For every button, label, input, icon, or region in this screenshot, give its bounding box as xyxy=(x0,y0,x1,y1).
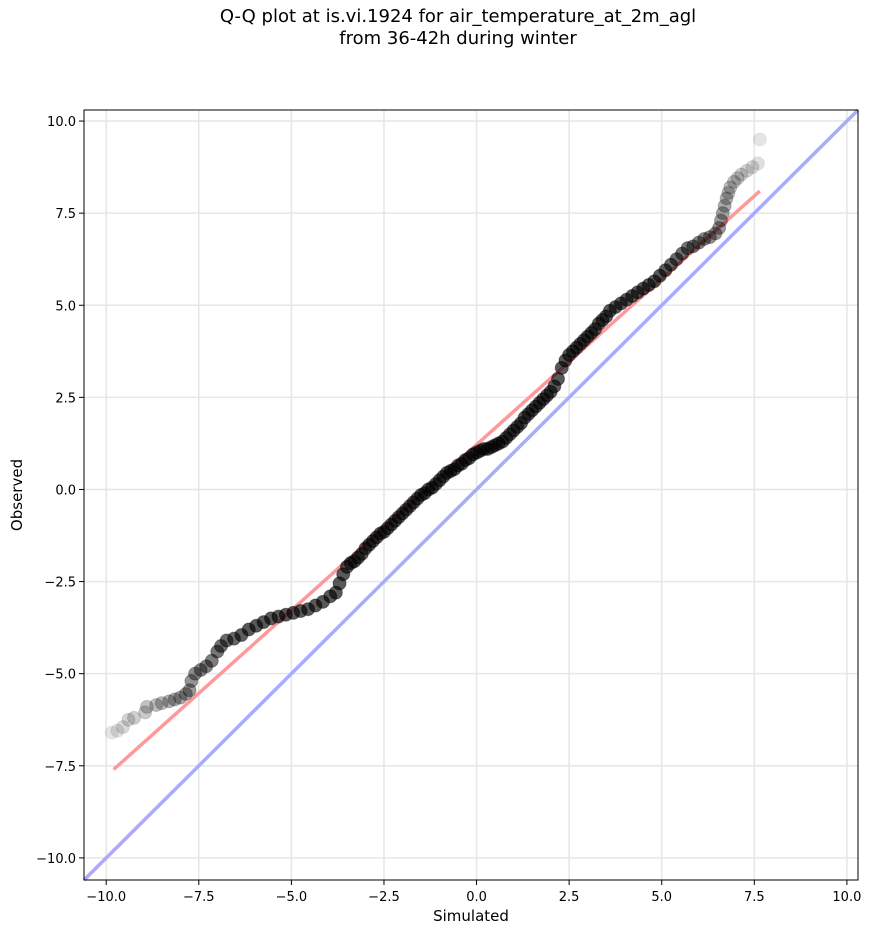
qq-point xyxy=(149,698,164,712)
y-tick-label: −2.5 xyxy=(44,576,76,591)
x-tick-label: 7.5 xyxy=(744,890,765,905)
qq-point xyxy=(691,235,706,250)
chart-title-line-1: Q-Q plot at is.vi.1924 for air_temperatu… xyxy=(219,6,697,27)
qq-point xyxy=(154,696,169,711)
qq-point xyxy=(121,712,136,727)
qq-point xyxy=(721,185,736,200)
x-tick-label: −7.5 xyxy=(183,890,215,905)
ticks: −10.0 −7.5 −5.0 −2.5 0.0 2.5 5.0 7.5 10.0 −10.0 −7… xyxy=(36,115,861,905)
y-tick-label: 7.5 xyxy=(55,207,76,222)
plot-frame xyxy=(83,109,859,881)
qq-point xyxy=(712,220,727,235)
qq-point xyxy=(751,156,766,171)
qq-point xyxy=(686,239,701,254)
x-tick-label: 5.0 xyxy=(651,890,672,905)
qq-point xyxy=(713,213,728,228)
qq-point xyxy=(702,230,717,245)
y-axis-label: Observed xyxy=(8,459,26,531)
qq-point xyxy=(162,694,177,709)
qq-point xyxy=(173,690,188,705)
x-tick-label: 2.5 xyxy=(559,890,580,905)
chart-title: Q-Q plot at is.vi.1924 for air_temperatu… xyxy=(0,6,869,50)
qq-point xyxy=(178,686,193,701)
qq-point xyxy=(110,723,125,738)
x-tick-label: −5.0 xyxy=(276,890,308,905)
y-tick-label: 0.0 xyxy=(55,483,76,498)
qq-point xyxy=(723,180,738,195)
qq-point xyxy=(708,226,723,241)
qq-point xyxy=(752,132,767,147)
y-tick-label: 2.5 xyxy=(55,391,76,406)
qq-point xyxy=(726,174,741,189)
qq-point xyxy=(115,720,130,735)
qq-point xyxy=(182,683,197,698)
qq-point xyxy=(719,191,734,206)
points-layer xyxy=(104,132,767,740)
identity-line xyxy=(82,108,860,882)
y-tick-label: −10.0 xyxy=(36,852,76,867)
qq-point xyxy=(734,167,749,182)
qq-point xyxy=(730,171,745,186)
qq-point xyxy=(167,692,182,707)
qq-point xyxy=(126,710,141,725)
y-tick-label: −7.5 xyxy=(44,760,76,775)
qq-point xyxy=(193,663,208,677)
x-tick-label: 0.0 xyxy=(466,890,487,905)
y-tick-label: 5.0 xyxy=(55,299,76,314)
qq-point xyxy=(184,674,199,689)
grid xyxy=(84,110,858,880)
qq-point xyxy=(139,699,154,714)
qq-point xyxy=(739,163,754,178)
y-tick-label: −5.0 xyxy=(44,668,76,683)
x-tick-label: 10.0 xyxy=(832,890,861,905)
qq-point xyxy=(715,206,730,221)
x-tick-label: −10.0 xyxy=(86,890,126,905)
qq-point xyxy=(104,725,119,740)
y-tick-label: 10.0 xyxy=(47,115,76,130)
chart-title-line-2: from 36-42h during winter xyxy=(339,28,577,49)
x-axis-label: Simulated xyxy=(433,907,509,925)
qq-point xyxy=(745,160,760,175)
qq-point xyxy=(138,705,153,720)
qq-point xyxy=(697,231,712,246)
x-tick-label: −2.5 xyxy=(368,890,400,905)
qq-point xyxy=(717,198,732,213)
qq-point xyxy=(188,666,203,681)
